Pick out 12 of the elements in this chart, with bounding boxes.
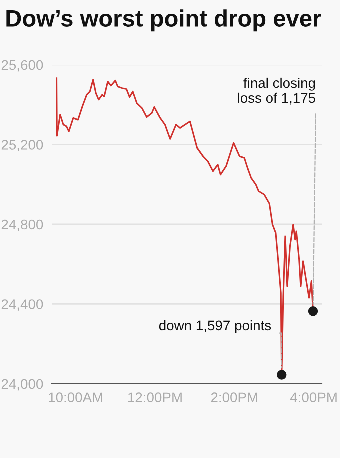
chart-title: Dow’s worst point drop ever — [6, 10, 322, 32]
y-tick-label: 25,200 — [2, 140, 44, 152]
y-tick-label: 24,400 — [2, 300, 44, 312]
y-tick-label: 24,800 — [2, 220, 44, 232]
x-tick-label: 10:00AM — [49, 392, 102, 403]
x-tick-label: 4:00PM — [290, 392, 337, 403]
y-tick-label: 25,600 — [2, 60, 44, 72]
y-tick-label: 24,000 — [2, 379, 44, 391]
annotation: down 1,597 points — [159, 320, 272, 334]
x-tick-label: 2:00PM — [211, 392, 258, 403]
x-tick-label: 12:00PM — [128, 392, 182, 403]
annotation: final closing loss of 1,175 — [238, 78, 316, 105]
